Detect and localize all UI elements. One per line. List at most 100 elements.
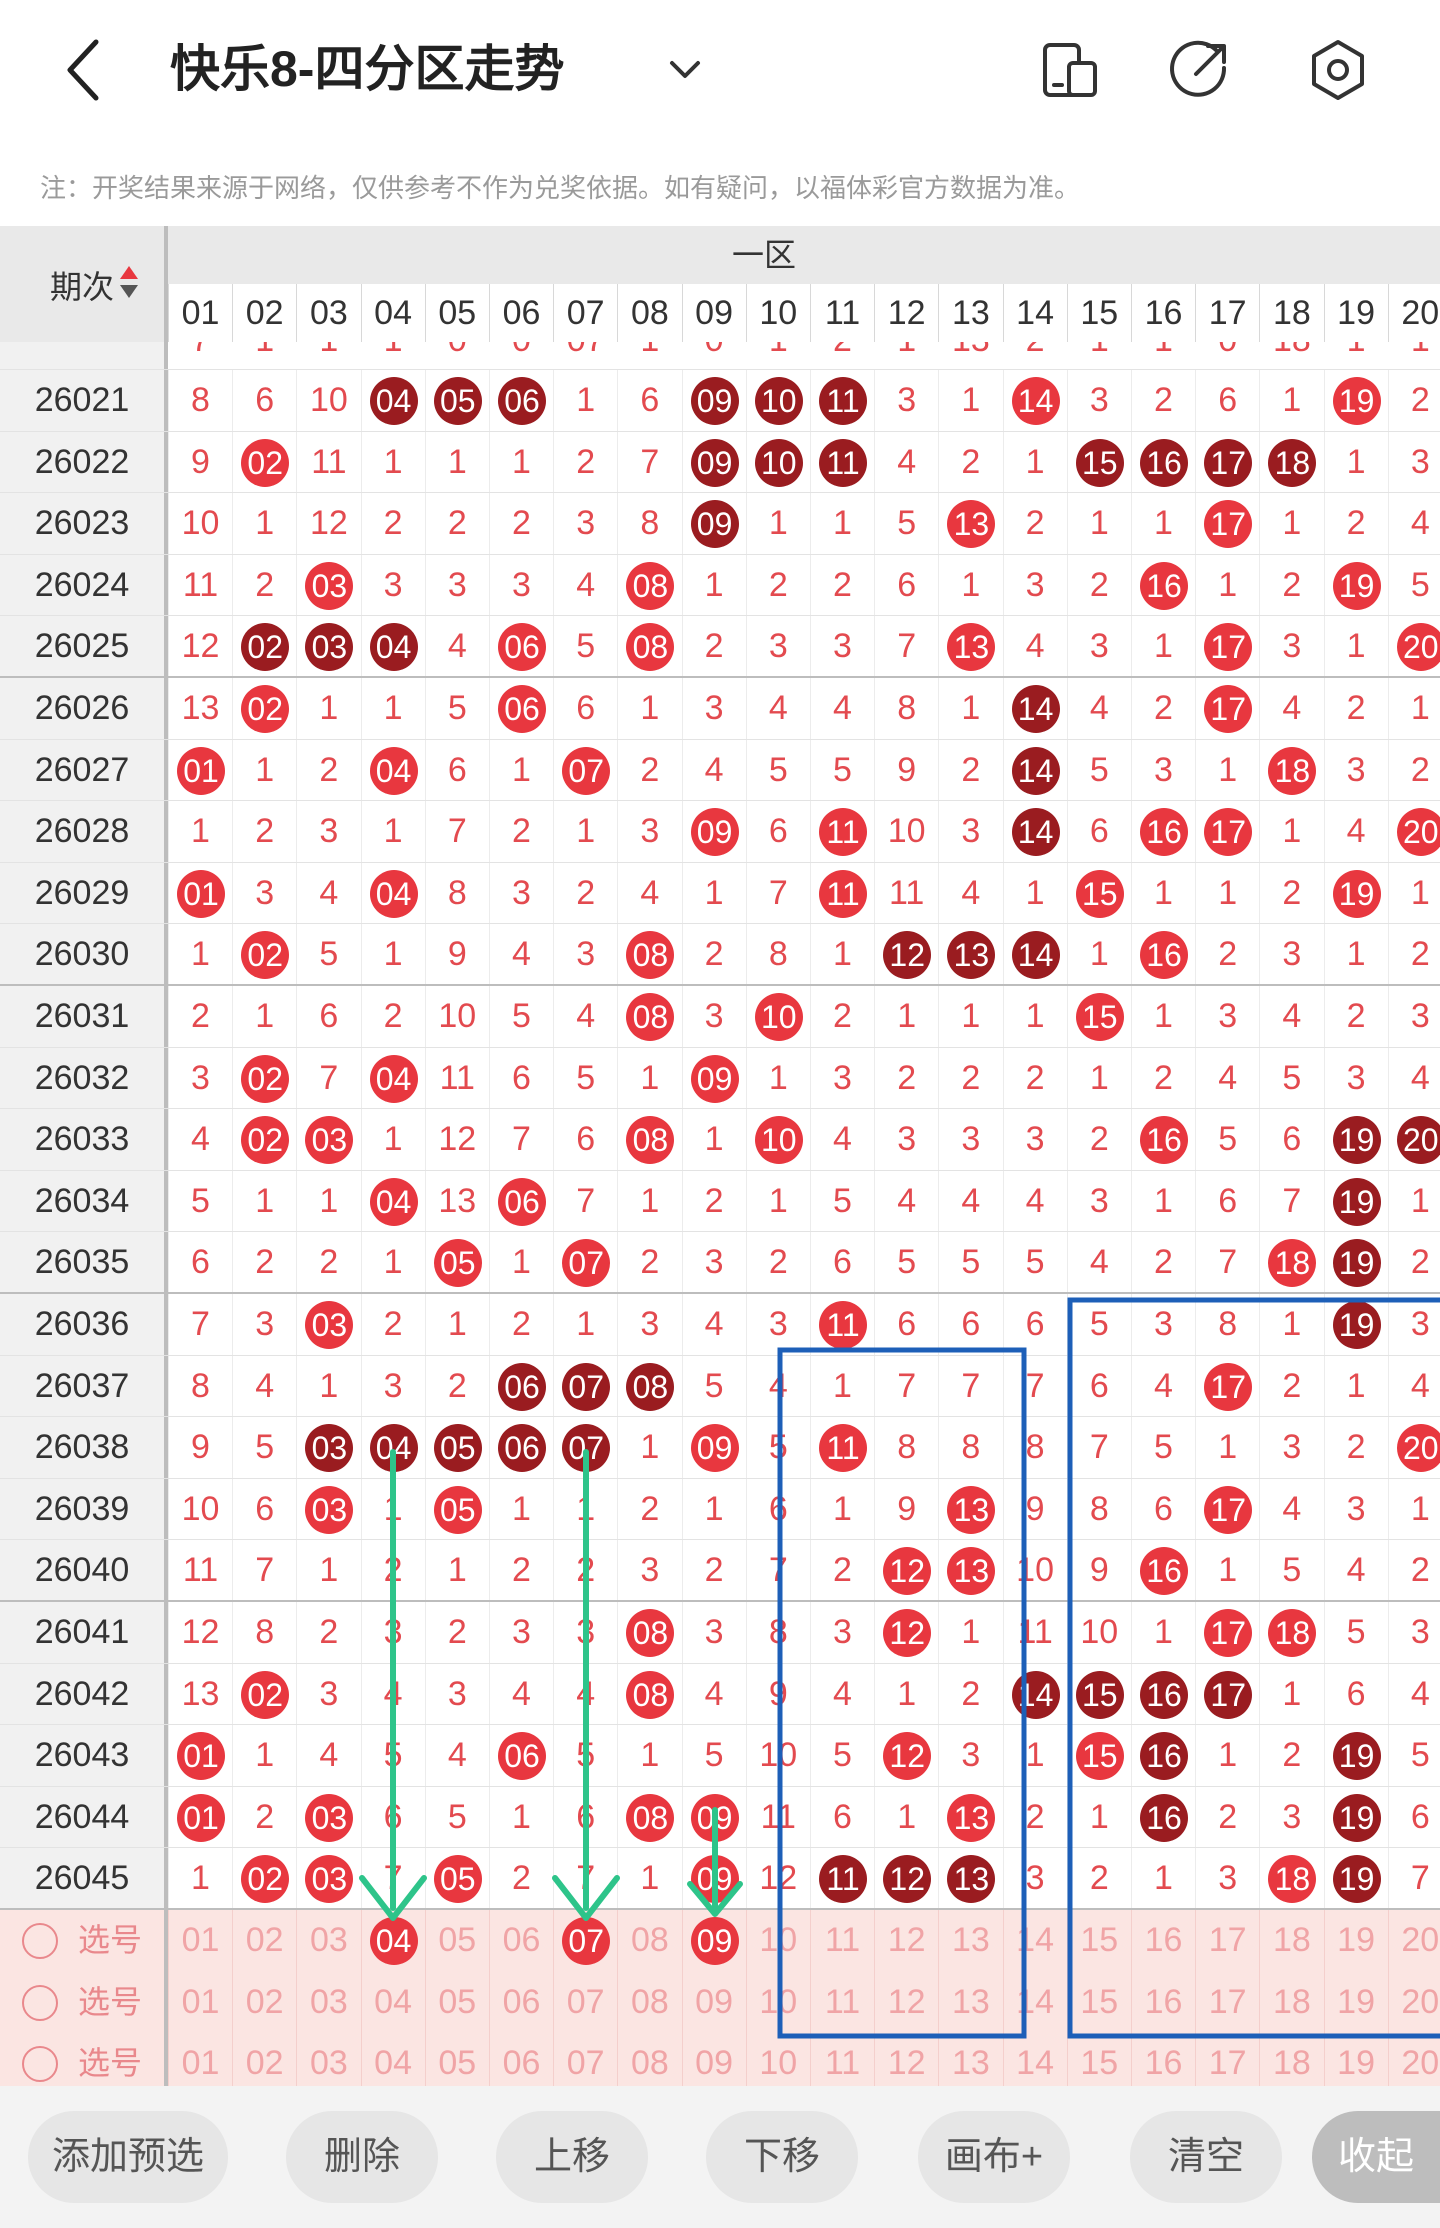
select-number-cell[interactable]: 17 bbox=[1195, 1910, 1259, 1972]
table-row[interactable]: 26045 1 02 03 7 05 2 7 1 09 12 11 12 13 3 2 1 3 18 19 7 bbox=[0, 1848, 1440, 1910]
table-row[interactable]: 26041 12 8 2 3 2 3 3 08 3 8 3 12 1 11 10 1 17 18 5 3 bbox=[0, 1602, 1440, 1664]
move-down-button[interactable]: 下移 bbox=[706, 2111, 858, 2203]
title-dropdown[interactable] bbox=[660, 45, 710, 95]
table-row[interactable]: 26044 01 2 03 6 5 1 6 08 09 11 6 1 13 2 1 16 2 3 19 6 bbox=[0, 1786, 1440, 1849]
add-preselect-button[interactable]: 添加预选 bbox=[28, 2111, 228, 2203]
select-number-cell[interactable]: 11 bbox=[810, 2033, 874, 2086]
select-number-cell[interactable]: 10 bbox=[745, 1910, 810, 1972]
select-number-cell[interactable]: 08 bbox=[617, 2033, 681, 2086]
select-number-cell[interactable]: 20 bbox=[1387, 2033, 1440, 2086]
select-row-header[interactable]: 选号 bbox=[0, 2033, 168, 2086]
table-row[interactable]: 26038 9 5 03 04 05 06 07 1 09 5 11 8 8 8 7 5 1 3 2 20 bbox=[0, 1417, 1440, 1479]
select-number-cell[interactable]: 17 bbox=[1195, 1971, 1259, 2034]
select-number-cell[interactable]: 11 bbox=[810, 1910, 874, 1972]
select-number-cell[interactable]: 10 bbox=[745, 1971, 810, 2034]
select-number-cell[interactable]: 04 bbox=[360, 1971, 425, 2034]
select-number-cell[interactable]: 13 bbox=[938, 2033, 1002, 2086]
select-number-cell[interactable]: 05 bbox=[424, 2033, 489, 2086]
select-number-cell[interactable]: 12 bbox=[874, 1910, 938, 1972]
select-number-cell[interactable]: 12 bbox=[874, 2033, 938, 2086]
table-row[interactable]: 26021 8 6 10 04 05 06 1 6 09 10 11 3 1 14 3 2 6 1 19 2 bbox=[0, 370, 1440, 432]
select-number-cell[interactable]: 20 bbox=[1387, 1910, 1440, 1972]
select-number-cell[interactable]: 09 bbox=[681, 2033, 746, 2086]
select-number-cell[interactable]: 15 bbox=[1066, 2033, 1131, 2086]
select-number-cell[interactable]: 05 bbox=[424, 1910, 489, 1972]
select-number-cell[interactable]: 01 bbox=[168, 2033, 232, 2086]
select-number-cell[interactable]: 14 bbox=[1002, 1910, 1067, 1972]
select-number-cell[interactable]: 03 bbox=[296, 1910, 360, 1972]
table-row[interactable]: 26040 11 7 1 2 1 2 2 3 2 7 2 12 13 10 9 16 1 5 4 2 bbox=[0, 1540, 1440, 1602]
table-row[interactable]: 26029 01 3 4 04 8 3 2 4 1 7 11 11 4 1 15 1 1 2 19 1 bbox=[0, 862, 1440, 925]
selected-number-ball[interactable]: 07 bbox=[562, 1917, 611, 1965]
select-number-cell[interactable]: 05 bbox=[424, 1971, 489, 2034]
select-number-cell[interactable]: 06 bbox=[489, 1971, 553, 2034]
select-number-cell[interactable]: 16 bbox=[1131, 2033, 1195, 2086]
select-number-cell[interactable]: 19 bbox=[1323, 1971, 1388, 2034]
select-number-cell[interactable]: 03 bbox=[296, 2033, 360, 2086]
select-number-cell[interactable]: 16 bbox=[1131, 1971, 1195, 2034]
select-number-cell[interactable]: 04 bbox=[360, 2033, 425, 2086]
select-number-cell[interactable]: 01 bbox=[168, 1910, 232, 1972]
table-row[interactable]: 26026 13 02 1 1 5 06 6 1 3 4 4 8 1 14 4 2 17 4 2 1 bbox=[0, 678, 1440, 740]
table-row[interactable]: 26042 13 02 3 4 3 4 4 08 4 9 4 1 2 14 15 16 17 1 6 4 bbox=[0, 1663, 1440, 1726]
select-number-cell[interactable]: 02 bbox=[232, 2033, 296, 2086]
select-radio-icon[interactable] bbox=[22, 1923, 58, 1959]
select-number-cell[interactable]: 09 bbox=[681, 1971, 746, 2034]
select-number-cell[interactable]: 06 bbox=[489, 2033, 553, 2086]
page-title[interactable]: 快乐8-四分区走势 bbox=[170, 41, 565, 97]
clear-button[interactable]: 清空 bbox=[1130, 2111, 1282, 2203]
select-number-cell[interactable]: 08 bbox=[617, 1971, 681, 2034]
select-number-cell[interactable]: 18 bbox=[1259, 2033, 1323, 2086]
table-row[interactable]: 26025 12 02 03 04 4 06 5 08 2 3 3 7 13 4 3 1 17 3 1 20 bbox=[0, 616, 1440, 678]
table-row[interactable]: 26035 6 2 2 1 05 1 07 2 3 2 6 5 5 5 4 2 7 18 19 2 bbox=[0, 1232, 1440, 1294]
select-number-cell[interactable]: 07 bbox=[553, 1971, 617, 2034]
selected-number-ball[interactable]: 09 bbox=[690, 1917, 739, 1965]
select-number-cell[interactable]: 12 bbox=[874, 1971, 938, 2034]
select-number-cell[interactable]: 13 bbox=[938, 1910, 1002, 1972]
collapse-button[interactable]: 收起 bbox=[1312, 2111, 1440, 2203]
select-number-cell[interactable]: 06 bbox=[489, 1910, 553, 1972]
table-row[interactable]: 26024 11 2 03 3 3 3 4 08 1 2 2 6 1 3 2 16 1 2 19 5 bbox=[0, 554, 1440, 617]
select-number-cell[interactable]: 09 bbox=[681, 1910, 746, 1972]
issue-sort-header[interactable]: 期次 bbox=[0, 226, 168, 342]
table-row[interactable]: 26034 5 1 1 04 13 06 7 1 2 1 5 4 4 4 3 1 6 7 19 1 bbox=[0, 1170, 1440, 1233]
layout-button[interactable] bbox=[1030, 30, 1110, 110]
select-number-cell[interactable]: 13 bbox=[938, 1971, 1002, 2034]
select-number-cell[interactable]: 02 bbox=[232, 1971, 296, 2034]
select-number-cell[interactable]: 16 bbox=[1131, 1910, 1195, 1972]
select-number-cell[interactable]: 07 bbox=[553, 2033, 617, 2086]
select-radio-icon[interactable] bbox=[22, 2046, 58, 2083]
select-number-cell[interactable]: 11 bbox=[810, 1971, 874, 2034]
select-number-cell[interactable]: 15 bbox=[1066, 1971, 1131, 2034]
table-row[interactable]: 26027 01 1 2 04 6 1 07 2 4 5 5 9 2 14 5 3 1 18 3 2 bbox=[0, 739, 1440, 802]
select-row-header[interactable]: 选号 bbox=[0, 1910, 168, 1972]
table-row[interactable]: 26033 4 02 03 1 12 7 6 08 1 10 4 3 3 3 2 16 5 6 19 20 bbox=[0, 1109, 1440, 1171]
table-row[interactable]: 26031 2 1 6 2 10 5 4 08 3 10 2 1 1 1 15 1 3 4 2 3 bbox=[0, 986, 1440, 1048]
table-row[interactable]: 26032 3 02 7 04 11 6 5 1 09 1 3 2 2 2 1 2 4 5 3 4 bbox=[0, 1047, 1440, 1110]
share-button[interactable] bbox=[1160, 30, 1240, 110]
table-row[interactable]: 26037 8 4 1 3 2 06 07 08 5 4 1 7 7 7 6 4 17 2 1 4 bbox=[0, 1355, 1440, 1418]
select-radio-icon[interactable] bbox=[22, 1984, 58, 2021]
delete-button[interactable]: 删除 bbox=[286, 2111, 438, 2203]
table-row[interactable]: 26023 10 1 12 2 2 2 3 8 09 1 1 5 13 2 1 1 17 1 2 4 bbox=[0, 493, 1440, 555]
select-row-header[interactable]: 选号 bbox=[0, 1971, 168, 2034]
select-number-cell[interactable]: 14 bbox=[1002, 1971, 1067, 2034]
select-number-cell[interactable]: 14 bbox=[1002, 2033, 1067, 2086]
table-row[interactable]: 26039 10 6 03 1 05 1 1 2 1 6 1 9 13 9 8 6 17 4 3 1 bbox=[0, 1478, 1440, 1541]
select-number-cell[interactable]: 08 bbox=[617, 1910, 681, 1972]
select-number-cell[interactable]: 01 bbox=[168, 1971, 232, 2034]
settings-button[interactable] bbox=[1298, 30, 1378, 110]
table-row[interactable]: 26030 1 02 5 1 9 4 3 08 2 8 1 12 13 14 1 16 2 3 1 2 bbox=[0, 924, 1440, 986]
select-number-cell[interactable]: 19 bbox=[1323, 2033, 1388, 2086]
select-number-cell[interactable]: 18 bbox=[1259, 1910, 1323, 1972]
table-row[interactable]: 26022 9 02 11 1 1 1 2 7 09 10 11 4 2 1 15 16 17 18 1 3 bbox=[0, 431, 1440, 494]
select-number-cell[interactable]: 18 bbox=[1259, 1971, 1323, 2034]
table-row[interactable]: 26028 1 2 3 1 7 2 1 3 09 6 11 10 3 14 6 16 17 1 4 20 bbox=[0, 801, 1440, 863]
select-number-cell[interactable]: 04 bbox=[360, 1910, 425, 1972]
selected-number-ball[interactable]: 04 bbox=[369, 1917, 418, 1965]
select-number-cell[interactable]: 19 bbox=[1323, 1910, 1388, 1972]
select-number-cell[interactable]: 15 bbox=[1066, 1910, 1131, 1972]
table-row[interactable]: 26043 01 1 4 5 4 06 5 1 5 10 5 12 3 1 15 16 1 2 19 5 bbox=[0, 1725, 1440, 1787]
select-number-cell[interactable]: 10 bbox=[745, 2033, 810, 2086]
select-number-cell[interactable]: 07 bbox=[553, 1910, 617, 1972]
